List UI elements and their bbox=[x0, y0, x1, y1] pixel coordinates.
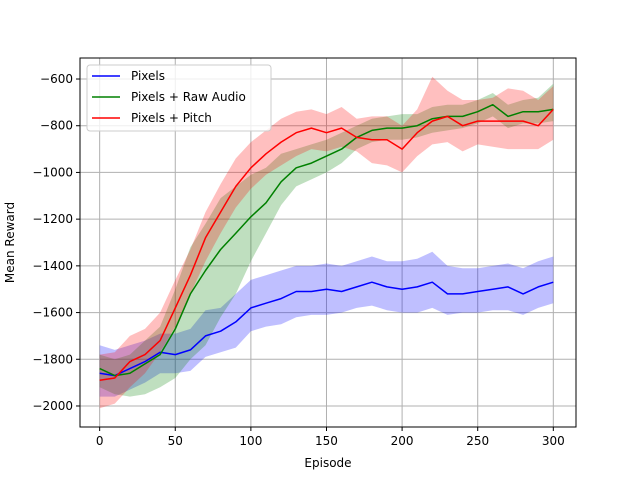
confidence-band bbox=[99, 76, 554, 409]
axis-ticks: 0 50 100 150 200 250 300 −2000 −1800 −1600 −1400 −1… bbox=[32, 72, 564, 448]
series-lines bbox=[99, 103, 554, 382]
series-line bbox=[99, 108, 554, 382]
y-tick-label: −1000 bbox=[32, 165, 73, 179]
x-tick-label: 150 bbox=[315, 434, 338, 448]
x-tick-label: 100 bbox=[239, 434, 262, 448]
x-tick-label: 0 bbox=[96, 434, 104, 448]
x-tick-label: 250 bbox=[466, 434, 489, 448]
y-tick-label: −1800 bbox=[32, 352, 73, 366]
x-tick-label: 50 bbox=[168, 434, 183, 448]
y-tick-label: −1400 bbox=[32, 259, 73, 273]
x-axis-title: Episode bbox=[304, 456, 351, 470]
legend-label: Pixels + Raw Audio bbox=[131, 90, 246, 104]
confidence-band bbox=[99, 83, 554, 397]
legend-label: Pixels + Pitch bbox=[131, 111, 212, 125]
plot-frame bbox=[79, 57, 577, 428]
x-tick-label: 300 bbox=[542, 434, 565, 448]
y-tick-label: −1600 bbox=[32, 306, 73, 320]
y-tick-label: −1200 bbox=[32, 212, 73, 226]
y-tick-label: −800 bbox=[40, 119, 73, 133]
y-axis-title: Mean Reward bbox=[3, 202, 17, 283]
y-tick-label: −600 bbox=[40, 72, 73, 86]
y-tick-label: −2000 bbox=[32, 399, 73, 413]
legend-box bbox=[86, 64, 272, 132]
series-line bbox=[99, 281, 554, 377]
x-tick-label: 200 bbox=[391, 434, 414, 448]
series-line bbox=[99, 103, 554, 377]
legend: Pixels Pixels + Raw Audio Pixels + Pitch bbox=[86, 64, 272, 132]
legend-label: Pixels bbox=[131, 69, 165, 83]
